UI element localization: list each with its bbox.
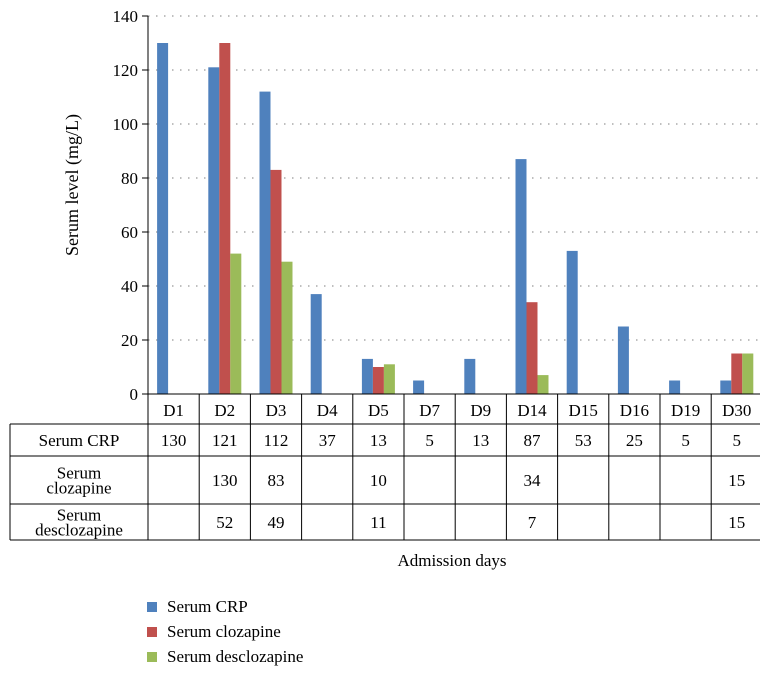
y-tick-label: 100 bbox=[113, 115, 139, 134]
data-label: 11 bbox=[370, 513, 386, 532]
data-label: 53 bbox=[575, 431, 592, 450]
table-row-header: Serum bbox=[57, 506, 101, 525]
data-label: 87 bbox=[524, 431, 542, 450]
data-label: 130 bbox=[212, 471, 238, 490]
y-tick-label: 40 bbox=[121, 277, 138, 296]
data-label: 5 bbox=[733, 431, 742, 450]
bar bbox=[566, 250, 578, 394]
legend-swatch bbox=[147, 651, 157, 662]
x-tick-label: D14 bbox=[517, 401, 547, 420]
data-label: 13 bbox=[370, 431, 387, 450]
y-tick-label: 0 bbox=[130, 385, 139, 404]
bar bbox=[464, 358, 476, 394]
bar bbox=[372, 367, 384, 394]
data-label: 52 bbox=[216, 513, 233, 532]
bar bbox=[219, 43, 231, 394]
table-row-header: clozapine bbox=[46, 479, 111, 498]
x-tick-label: D9 bbox=[470, 401, 491, 420]
data-table: D1 D2 D3 D4 D5 D7 D9 D14 D15 D16 D19 D30 Serum CRP 13… bbox=[9, 393, 760, 541]
legend: Serum CRP Serum clozapine Serum desclozapi… bbox=[147, 594, 303, 669]
y-tick-label: 60 bbox=[121, 223, 138, 242]
y-tick-label: 120 bbox=[113, 61, 139, 80]
data-label: 112 bbox=[264, 431, 289, 450]
legend-swatch bbox=[147, 626, 157, 637]
y-axis-label: Serum level (mg/L) bbox=[62, 114, 83, 256]
bar bbox=[270, 169, 282, 394]
legend-label: Serum CRP bbox=[167, 596, 248, 616]
table-row-header: Serum CRP bbox=[39, 431, 120, 450]
x-tick-label: D7 bbox=[419, 401, 440, 420]
data-label: 49 bbox=[268, 513, 285, 532]
bar bbox=[310, 294, 322, 394]
data-label: 10 bbox=[370, 471, 387, 490]
y-tick-label: 80 bbox=[121, 169, 138, 188]
x-tick-label: D1 bbox=[163, 401, 184, 420]
data-label: 37 bbox=[319, 431, 337, 450]
x-axis-label: Admission days bbox=[397, 551, 506, 570]
bar bbox=[157, 43, 169, 394]
y-axis: 0 20 40 60 80 100 120 140 bbox=[113, 7, 149, 404]
data-label: 15 bbox=[728, 471, 745, 490]
y-tick-label: 20 bbox=[121, 331, 138, 350]
x-tick-label: D15 bbox=[569, 401, 598, 420]
x-tick-label: D16 bbox=[620, 401, 649, 420]
bar bbox=[742, 353, 754, 394]
legend-label: Serum clozapine bbox=[167, 621, 281, 641]
x-tick-label: D19 bbox=[671, 401, 700, 420]
bar bbox=[526, 302, 538, 394]
table-row-header: Serum bbox=[57, 464, 101, 483]
legend-item: Serum clozapine bbox=[147, 619, 303, 644]
data-label: 5 bbox=[425, 431, 434, 450]
bar bbox=[669, 380, 681, 394]
legend-item: Serum desclozapine bbox=[147, 644, 303, 669]
bar bbox=[230, 253, 242, 394]
bars bbox=[157, 43, 754, 395]
bar bbox=[537, 375, 549, 394]
data-label: 5 bbox=[681, 431, 690, 450]
data-label: 7 bbox=[528, 513, 537, 532]
data-label: 15 bbox=[728, 513, 745, 532]
bar bbox=[720, 380, 732, 394]
gridlines bbox=[148, 15, 760, 341]
x-tick-label: D2 bbox=[214, 401, 235, 420]
data-label: 130 bbox=[161, 431, 187, 450]
x-tick-label: D3 bbox=[266, 401, 287, 420]
bar bbox=[281, 261, 293, 394]
y-tick-label: 140 bbox=[113, 7, 139, 26]
bar bbox=[361, 358, 373, 394]
table-row-header: desclozapine bbox=[35, 521, 123, 540]
data-label: 83 bbox=[268, 471, 285, 490]
x-tick-label: D4 bbox=[317, 401, 338, 420]
legend-swatch bbox=[147, 601, 157, 612]
bar bbox=[617, 326, 629, 394]
x-tick-label: D5 bbox=[368, 401, 389, 420]
bar bbox=[413, 380, 425, 394]
data-label: 34 bbox=[524, 471, 542, 490]
bar bbox=[259, 91, 271, 394]
bar bbox=[731, 353, 743, 394]
data-label: 25 bbox=[626, 431, 643, 450]
bar bbox=[208, 67, 220, 395]
bar bbox=[515, 159, 527, 394]
data-label: 121 bbox=[212, 431, 238, 450]
x-tick-label: D30 bbox=[722, 401, 751, 420]
bar bbox=[383, 364, 395, 394]
legend-item: Serum CRP bbox=[147, 594, 303, 619]
legend-label: Serum desclozapine bbox=[167, 646, 304, 666]
data-label: 13 bbox=[472, 431, 489, 450]
